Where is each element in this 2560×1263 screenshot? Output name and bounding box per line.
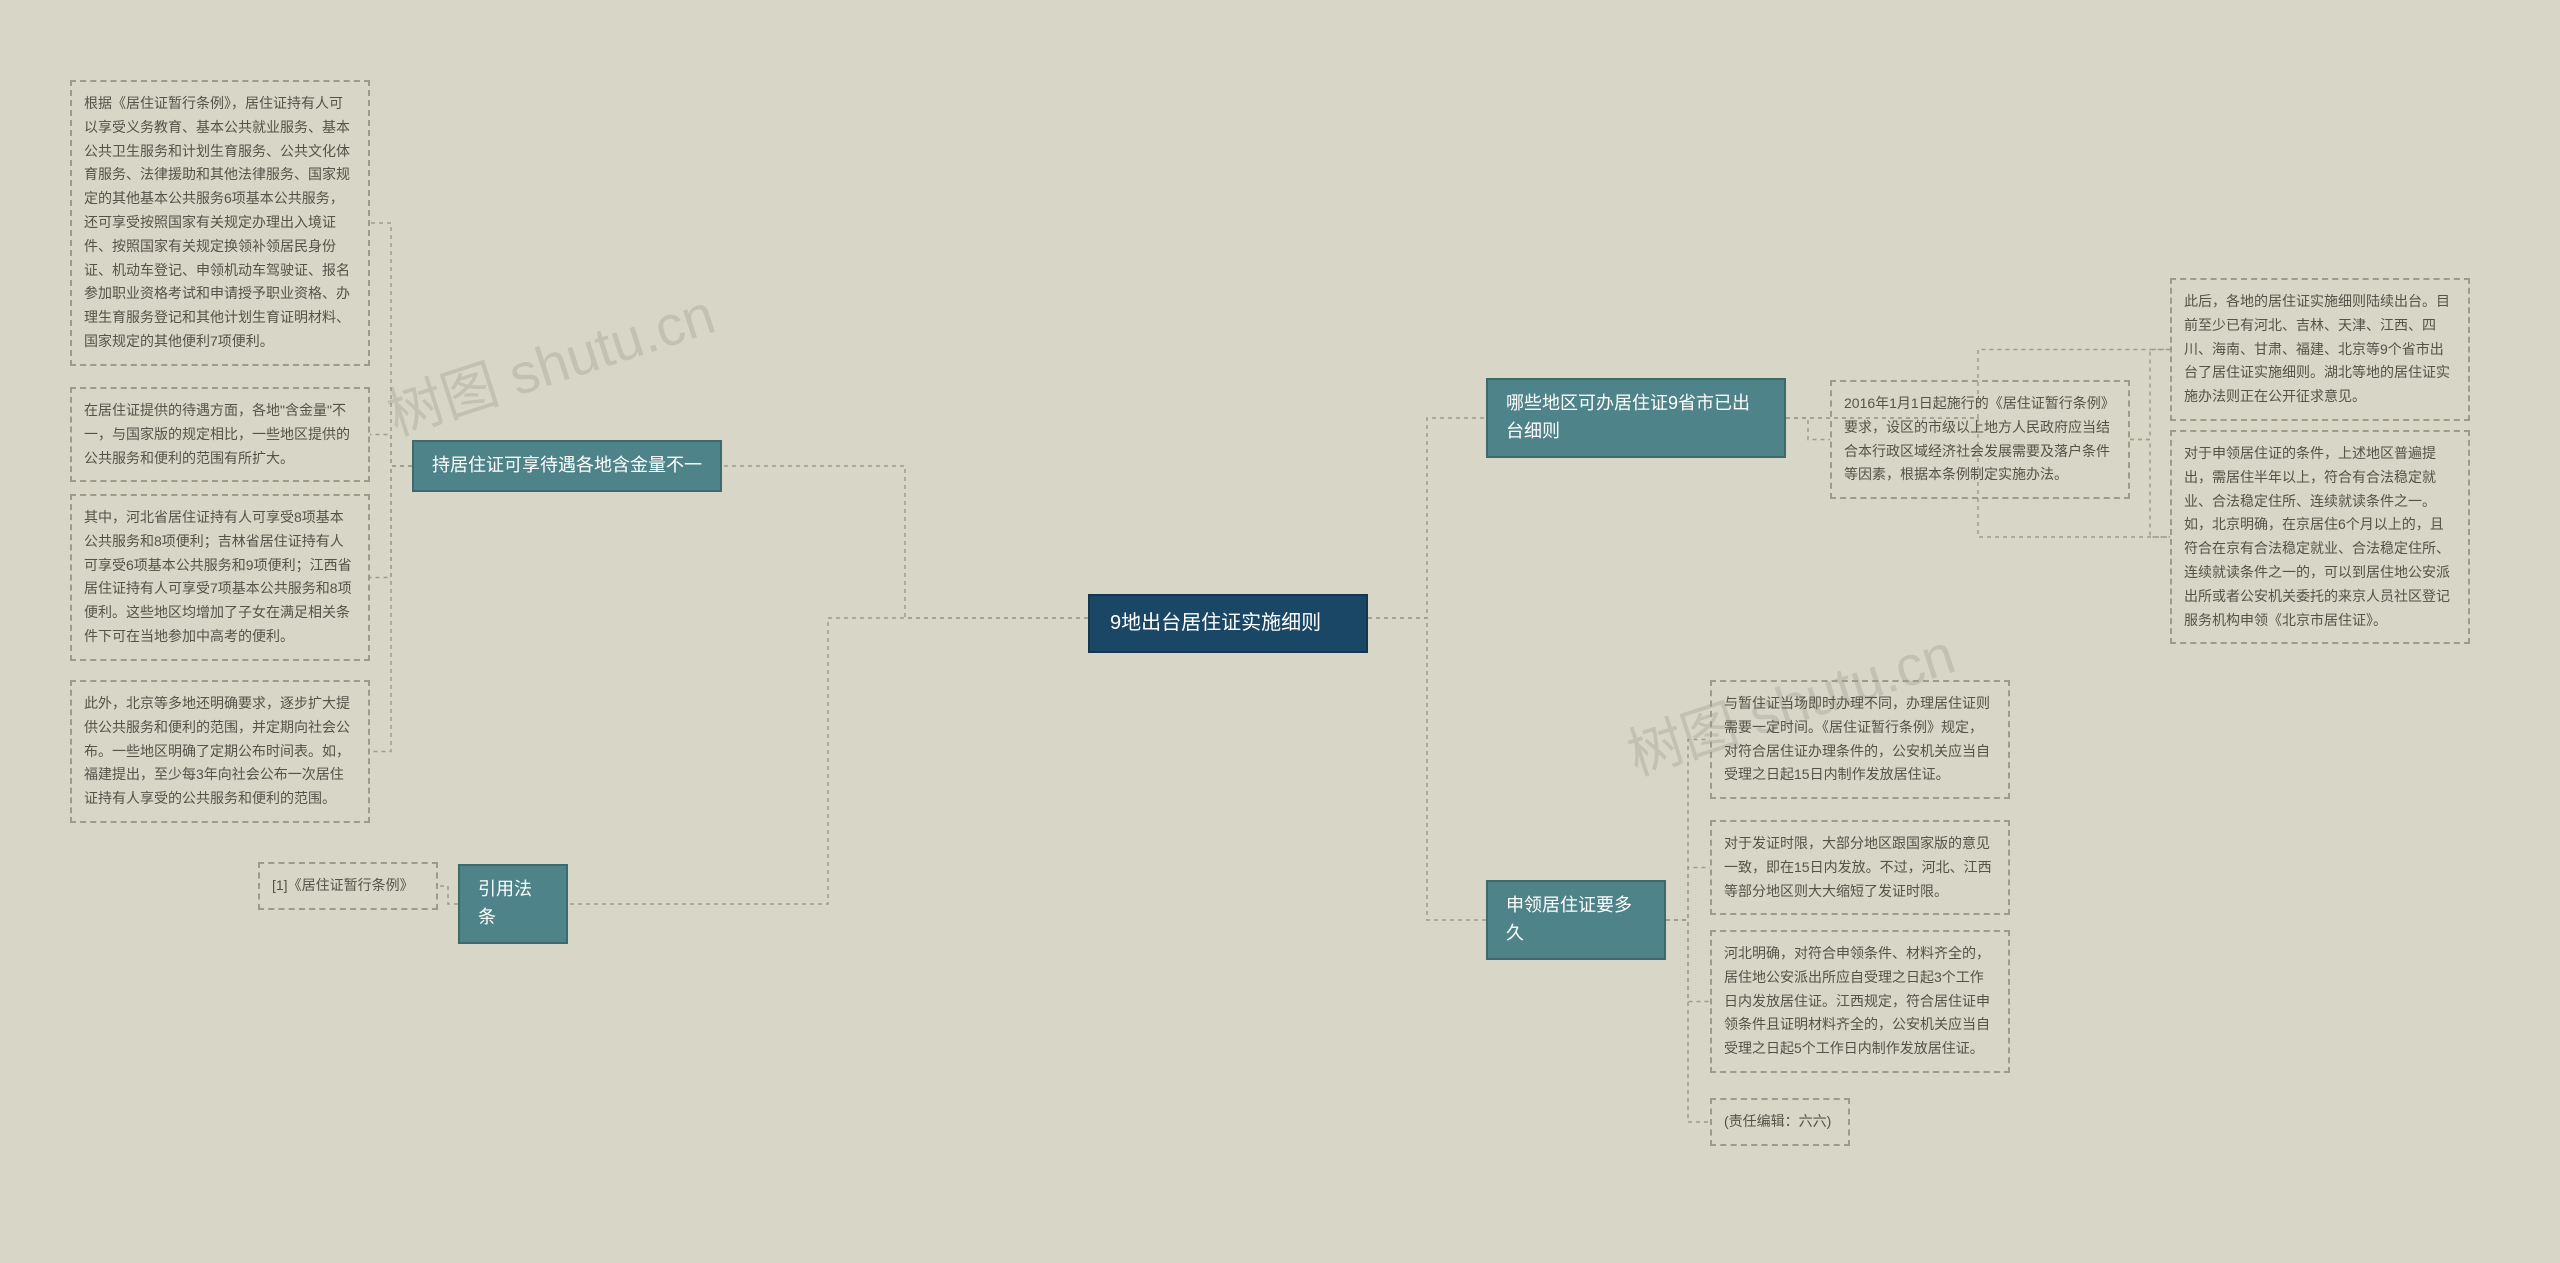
branch-b3: 哪些地区可办居住证9省市已出台细则 [1486,378,1786,458]
watermark: 树图 shutu.cn [376,270,724,452]
branch-b2: 引用法条 [458,864,568,944]
leaf-l2: 在居住证提供的待遇方面，各地"含金量"不一，与国家版的规定相比，一些地区提供的公… [70,387,370,482]
leaf-l6: 2016年1月1日起施行的《居住证暂行条例》要求，设区的市级以上地方人民政府应当… [1830,380,2130,499]
leaf-l1: 根据《居住证暂行条例》，居住证持有人可以享受义务教育、基本公共就业服务、基本公共… [70,80,370,366]
leaf-l7: 此后，各地的居住证实施细则陆续出台。目前至少已有河北、吉林、天津、江西、四川、海… [2170,278,2470,421]
root-node: 9地出台居住证实施细则 [1088,594,1368,653]
leaf-l12: (责任编辑：六六) [1710,1098,1850,1146]
branch-b4: 申领居住证要多久 [1486,880,1666,960]
branch-b1: 持居住证可享待遇各地含金量不一 [412,440,722,492]
leaf-l8: 对于申领居住证的条件，上述地区普遍提出，需居住半年以上，符合有合法稳定就业、合法… [2170,430,2470,644]
leaf-l4: 此外，北京等多地还明确要求，逐步扩大提供公共服务和便利的范围，并定期向社会公布。… [70,680,370,823]
leaf-l11: 河北明确，对符合申领条件、材料齐全的，居住地公安派出所应自受理之日起3个工作日内… [1710,930,2010,1073]
leaf-l3: 其中，河北省居住证持有人可享受8项基本公共服务和8项便利；吉林省居住证持有人可享… [70,494,370,661]
leaf-l10: 对于发证时限，大部分地区跟国家版的意见一致，即在15日内发放。不过，河北、江西等… [1710,820,2010,915]
leaf-l5: [1]《居住证暂行条例》 [258,862,438,910]
leaf-l9: 与暂住证当场即时办理不同，办理居住证则需要一定时间。《居住证暂行条例》规定，对符… [1710,680,2010,799]
